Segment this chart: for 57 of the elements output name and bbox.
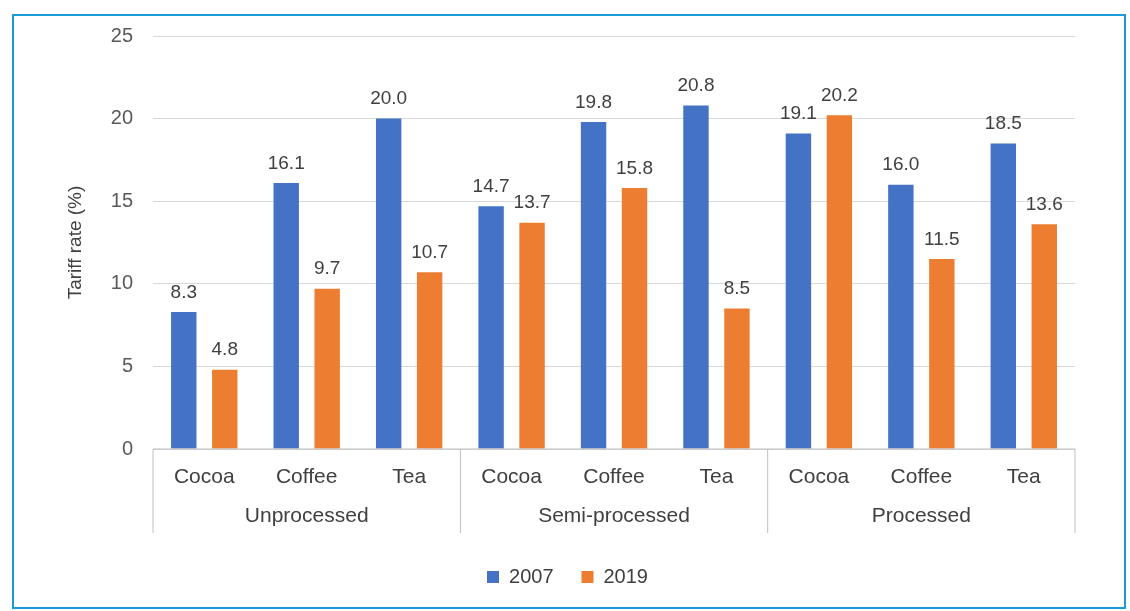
bar — [724, 308, 750, 449]
data-label: 9.7 — [313, 257, 341, 279]
text: Unprocessed — [244, 502, 369, 526]
data-label: 16.1 — [267, 151, 305, 173]
x-tick-label: Tea — [699, 464, 734, 488]
data-label: 19.8 — [575, 90, 613, 112]
bar — [212, 369, 238, 449]
data-label: 8.3 — [170, 280, 197, 302]
bar — [621, 187, 648, 449]
text: Processed — [871, 502, 971, 526]
bar — [888, 184, 914, 449]
bar — [416, 272, 443, 449]
data-label: 19.1 — [779, 102, 817, 124]
data-label: 20.2 — [820, 84, 858, 106]
y-tick-label: 25 — [110, 23, 134, 46]
data-label: 13.6 — [1025, 193, 1063, 215]
legend-label: 2007 — [509, 564, 554, 587]
bar — [683, 105, 709, 449]
x-tick-label: Coffee — [890, 464, 953, 488]
y-tick-label: 15 — [110, 188, 134, 211]
data-label: 8.5 — [723, 277, 751, 299]
bar — [929, 259, 955, 449]
y-tick-label: 10 — [110, 271, 134, 294]
x-tick-label: Cocoa — [173, 464, 235, 488]
data-label: 4.8 — [211, 338, 238, 360]
bar — [826, 115, 853, 449]
bar — [375, 118, 402, 449]
x-tick-label: Cocoa — [481, 464, 543, 488]
y-tick-label: 20 — [110, 106, 134, 129]
bar — [171, 311, 197, 449]
legend-label: 2019 — [603, 564, 648, 587]
data-label: 10.7 — [411, 240, 449, 262]
x-tick-label: Tea — [392, 464, 427, 488]
bar — [990, 143, 1016, 449]
data-label: 13.7 — [513, 191, 551, 213]
y-axis-title: Tariff rate (%) — [63, 185, 85, 300]
x-tick-label: Coffee — [275, 464, 338, 488]
data-label: 20.0 — [370, 87, 408, 109]
data-label: 20.8 — [677, 74, 715, 96]
bar — [519, 222, 545, 449]
data-label: 18.5 — [984, 112, 1022, 134]
y-tick-label: 0 — [121, 436, 134, 459]
data-label: 15.8 — [616, 156, 653, 178]
bar — [785, 133, 812, 449]
data-label: 14.7 — [472, 174, 510, 196]
x-tick-label: Tea — [1006, 464, 1042, 488]
data-label: 16.0 — [882, 153, 920, 175]
x-tick-label: Coffee — [583, 464, 645, 488]
data-label: 11.5 — [924, 227, 960, 249]
bar — [1031, 224, 1057, 449]
x-tick-label: Cocoa — [788, 464, 850, 488]
bar — [478, 206, 504, 449]
bar — [580, 121, 607, 449]
y-tick-label: 5 — [121, 353, 134, 376]
bar — [314, 288, 340, 449]
text: Semi-processed — [538, 502, 690, 526]
bar — [273, 183, 299, 449]
